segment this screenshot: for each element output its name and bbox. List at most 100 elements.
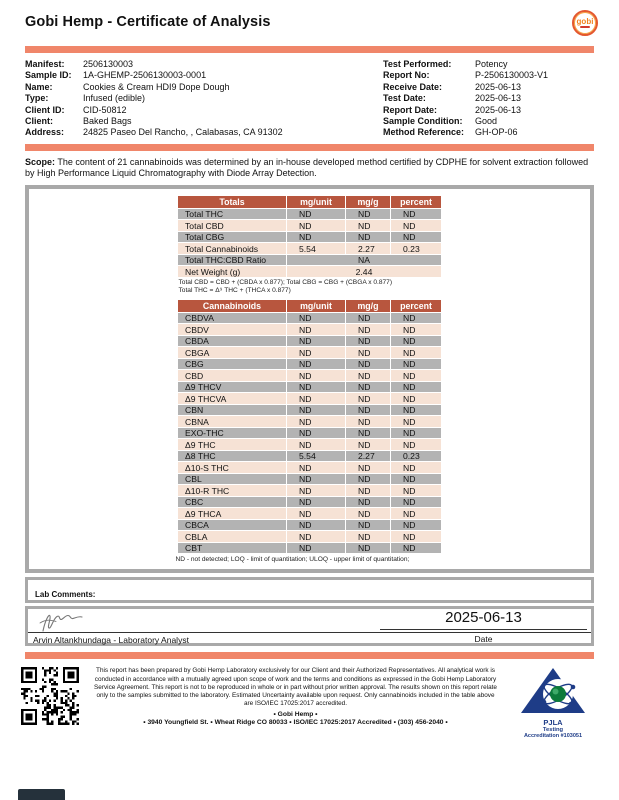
analyte-name: Total THC:CBD Ratio	[178, 254, 286, 266]
value-mg-unit: ND	[287, 393, 345, 404]
value-mg-unit: ND	[287, 347, 345, 358]
totals-table: Totals mg/unit mg/g percent Total THC ND N…	[177, 195, 442, 278]
analyst-signature-icon	[39, 615, 83, 632]
info-value: CID-50812	[83, 104, 127, 115]
value-percent: ND	[391, 404, 441, 416]
value-mg-unit: ND	[287, 542, 345, 554]
value-mg-g: ND	[346, 404, 390, 416]
table-row: Total CBG ND ND ND	[178, 231, 441, 243]
info-value: P-2506130003-V1	[475, 70, 549, 81]
value-percent: ND	[391, 335, 441, 347]
value-mg-g: ND	[346, 485, 390, 496]
info-label: Sample ID:	[25, 70, 72, 81]
info-label: Sample Condition:	[383, 116, 463, 127]
value-percent: ND	[391, 496, 441, 508]
value-percent: ND	[391, 358, 441, 370]
value-percent: ND	[391, 427, 441, 439]
value-mg-g: 2.27	[346, 243, 390, 254]
value-mg-unit: ND	[287, 404, 345, 416]
table-row: Δ9 THCVA ND ND ND	[178, 393, 441, 404]
cannabinoids-footnote: ND - not detected; LOQ - limit of quanti…	[175, 556, 410, 564]
info-row: Address: 24825 Paseo Del Rancho, , Calaba…	[25, 127, 383, 138]
info-row: Report Date: 2025-06-13	[383, 105, 594, 116]
totals-header-percent: percent	[391, 195, 441, 208]
analyte-name: Δ9 THCA	[178, 508, 286, 519]
value-mg-g: ND	[346, 358, 390, 370]
analyte-name: CBL	[178, 473, 286, 485]
footer-text-block: This report has been prepared by Gobi He…	[79, 667, 512, 726]
table-row: CBCA ND ND ND	[178, 519, 441, 531]
value-mg-unit: ND	[287, 220, 345, 231]
table-row: CBDVA ND ND ND	[178, 312, 441, 324]
table-row: Total CBD ND ND ND	[178, 220, 441, 231]
value-mg-g: ND	[346, 519, 390, 531]
sample-info-section: Manifest: 2506130003 Sample ID: 1A-GHEMP-25…	[25, 59, 594, 139]
analyte-name: CBCA	[178, 519, 286, 531]
value-mg-g: ND	[346, 427, 390, 439]
table-row: CBL ND ND ND	[178, 473, 441, 485]
info-label: Address:	[25, 127, 65, 138]
table-row: CBT ND ND ND	[178, 542, 441, 554]
signature-date: 2025-06-13	[380, 609, 587, 631]
value-mg-g: ND	[346, 416, 390, 427]
footer-disclaimer: This report has been prepared by Gobi He…	[94, 667, 497, 708]
value-mg-unit: ND	[287, 231, 345, 243]
totals-header-mgg: mg/g	[346, 195, 390, 208]
value-mg-g: ND	[346, 496, 390, 508]
value-percent: ND	[391, 485, 441, 496]
info-value: GH-OP-06	[475, 127, 518, 138]
value-mg-unit: ND	[287, 358, 345, 370]
footer-brand: • Gobi Hemp •	[273, 711, 318, 719]
value-mg-g: ND	[346, 473, 390, 485]
lab-comments-label: Lab Comments:	[35, 590, 96, 600]
table-row: CBDA ND ND ND	[178, 335, 441, 347]
value-percent: ND	[391, 370, 441, 381]
accent-bar-top	[25, 46, 594, 53]
analyte-name: Total CBD	[178, 220, 286, 231]
info-label: Report No:	[383, 70, 430, 81]
coa-document: Gobi Hemp - Certificate of Analysis gobi…	[21, 10, 598, 739]
analyte-name: CBT	[178, 542, 286, 554]
info-value: Infused (edible)	[83, 93, 146, 104]
info-left-column: Manifest: 2506130003 Sample ID: 1A-GHEMP-25…	[25, 59, 383, 139]
table-row: Δ10-S THC ND ND ND	[178, 462, 441, 473]
value-mg-g: ND	[346, 370, 390, 381]
info-row: Report No: P-2506130003-V1	[383, 70, 594, 81]
value-mg-g: ND	[346, 324, 390, 335]
gobi-logo-swoosh-icon	[580, 26, 590, 28]
analyte-name: CBD	[178, 370, 286, 381]
table-row: CBN ND ND ND	[178, 404, 441, 416]
info-value: 24825 Paseo Del Rancho, , Calabasas, CA …	[83, 127, 283, 138]
value-mg-g: ND	[346, 347, 390, 358]
analyte-name: CBN	[178, 404, 286, 416]
value-mg-g: ND	[346, 208, 390, 220]
table-row: Total THC:CBD Ratio NA	[178, 254, 441, 266]
footer-address: • 3940 Youngfield St. • Wheat Ridge CO 8…	[143, 719, 448, 727]
table-row: CBLA ND ND ND	[178, 531, 441, 542]
cannabinoids-header-mgg: mg/g	[346, 299, 390, 312]
info-value: 1A-GHEMP-2506130003-0001	[83, 70, 207, 81]
info-value: Baked Bags	[83, 116, 132, 127]
value-mg-unit: ND	[287, 473, 345, 485]
lab-comments-box: Lab Comments:	[25, 577, 594, 604]
analyte-name: Net Weight (g)	[178, 266, 286, 277]
cannabinoids-header-percent: percent	[391, 299, 441, 312]
info-row: Type: Infused (edible)	[25, 93, 383, 104]
signature-line	[28, 632, 591, 634]
value-mg-unit: 5.54	[287, 450, 345, 462]
value-mg-unit: ND	[287, 208, 345, 220]
analyte-name: Δ9 THCVA	[178, 393, 286, 404]
analyte-name: EXO-THC	[178, 427, 286, 439]
value-mg-unit: ND	[287, 416, 345, 427]
value-mg-g: ND	[346, 542, 390, 554]
analyte-name: Total THC	[178, 208, 286, 220]
value-mg-unit: ND	[287, 312, 345, 324]
pjla-logo-icon	[521, 668, 585, 714]
value-percent: ND	[391, 416, 441, 427]
totals-footnote-2: Total THC = Δ⁹ THC + (THCA x 0.877)	[178, 286, 291, 294]
info-label: Type:	[25, 93, 49, 104]
analyte-name: Total CBG	[178, 231, 286, 243]
value-mg-unit: ND	[287, 485, 345, 496]
value-percent: 0.23	[391, 243, 441, 254]
table-row: CBDV ND ND ND	[178, 324, 441, 335]
